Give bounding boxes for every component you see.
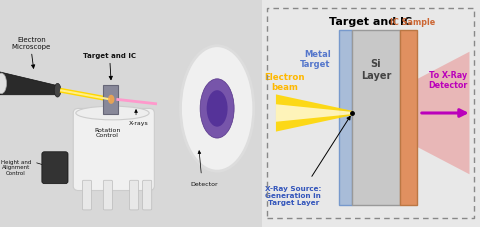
FancyBboxPatch shape: [143, 180, 152, 210]
Text: X-rays: X-rays: [129, 120, 148, 125]
Ellipse shape: [0, 74, 7, 94]
FancyBboxPatch shape: [130, 180, 139, 210]
Polygon shape: [276, 95, 352, 132]
Bar: [352, 31, 399, 205]
Text: Electron
beam: Electron beam: [264, 72, 305, 92]
Text: Target and IC: Target and IC: [329, 17, 412, 27]
Text: Detector: Detector: [190, 182, 218, 187]
Text: Rotation
Control: Rotation Control: [94, 127, 120, 138]
FancyBboxPatch shape: [103, 85, 118, 115]
Polygon shape: [0, 73, 58, 95]
Text: Target and IC: Target and IC: [84, 53, 136, 59]
Text: Metal
Target: Metal Target: [300, 49, 331, 69]
Text: To X-Ray
Detector: To X-Ray Detector: [428, 70, 468, 89]
Text: IC Sample: IC Sample: [390, 17, 435, 27]
Ellipse shape: [180, 47, 254, 171]
Bar: [399, 31, 417, 205]
FancyBboxPatch shape: [103, 180, 112, 210]
Polygon shape: [352, 52, 469, 175]
FancyBboxPatch shape: [83, 180, 92, 210]
Bar: [339, 31, 352, 205]
Text: Si
Layer: Si Layer: [361, 59, 391, 81]
Text: Height and
Alignment
Control: Height and Alignment Control: [0, 159, 31, 175]
Ellipse shape: [54, 84, 61, 98]
Ellipse shape: [108, 95, 114, 104]
Ellipse shape: [200, 79, 234, 138]
Ellipse shape: [207, 91, 228, 127]
Text: Electron
Microscope: Electron Microscope: [12, 37, 51, 50]
FancyBboxPatch shape: [42, 152, 68, 184]
Polygon shape: [276, 105, 352, 122]
FancyBboxPatch shape: [73, 109, 155, 191]
Text: X-Ray Source:
Generation in
Target Layer: X-Ray Source: Generation in Target Layer: [265, 185, 321, 205]
Ellipse shape: [76, 107, 149, 120]
